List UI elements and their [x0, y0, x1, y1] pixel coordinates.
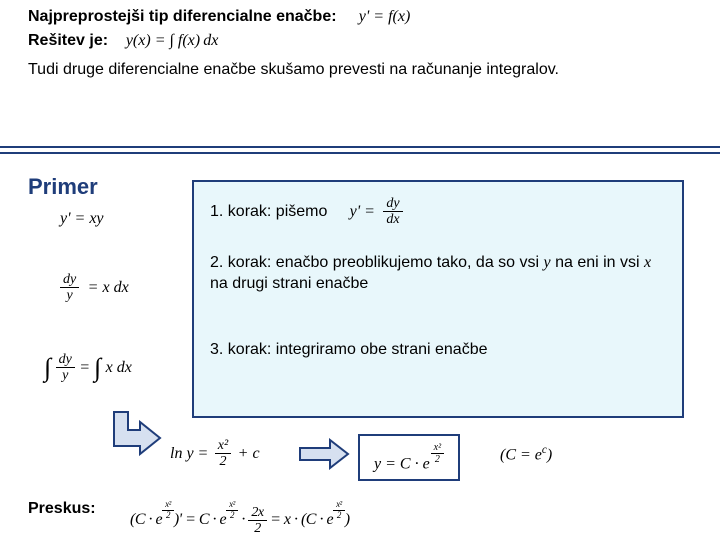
equation-integrated: ∫ dy y = ∫ x dx [44, 352, 132, 384]
steps-box: 1. korak: pišemo y' = dy dx 2. korak: en… [192, 180, 684, 418]
solution-eq: y(x) = ∫ f(x) dx [126, 32, 219, 49]
preskus-equation: (C · ex²2)' = C · ex²2 · 2x2 = x · (C · … [130, 500, 350, 536]
result-box: y = C · ex²2 [358, 434, 460, 481]
heading-eq: y' = f(x) [359, 8, 411, 25]
equation-separated: dy y = x dx [60, 272, 129, 304]
preskus-label: Preskus: [28, 500, 96, 518]
intro-paragraph: Tudi druge diferencialne enačbe skušamo … [28, 60, 692, 81]
solution-label: Rešitev je: [28, 32, 108, 49]
result-constant: (C = ec) [500, 444, 552, 464]
heading-label: Najpreprostejši tip diferencialne enačbe… [28, 8, 337, 25]
heading-solution: Rešitev je: y(x) = ∫ f(x) dx [28, 32, 692, 50]
divider-bottom [0, 152, 720, 154]
primer-heading: Primer [28, 174, 98, 200]
step-2: 2. korak: enačbo preoblikujemo tako, da … [210, 252, 666, 295]
arrow-right-icon [298, 438, 350, 475]
step-3: 3. korak: integriramo obe strani enačbe [210, 339, 666, 361]
arrow-down-icon [110, 398, 164, 463]
heading-simplest-type: Najpreprostejši tip diferencialne enačbe… [28, 8, 692, 26]
divider-top [0, 146, 720, 148]
equation-lny: ln y = x² 2 + c [170, 438, 260, 470]
step-1: 1. korak: pišemo y' = dy dx [210, 196, 666, 228]
equation-yprime: y' = xy [60, 210, 104, 228]
